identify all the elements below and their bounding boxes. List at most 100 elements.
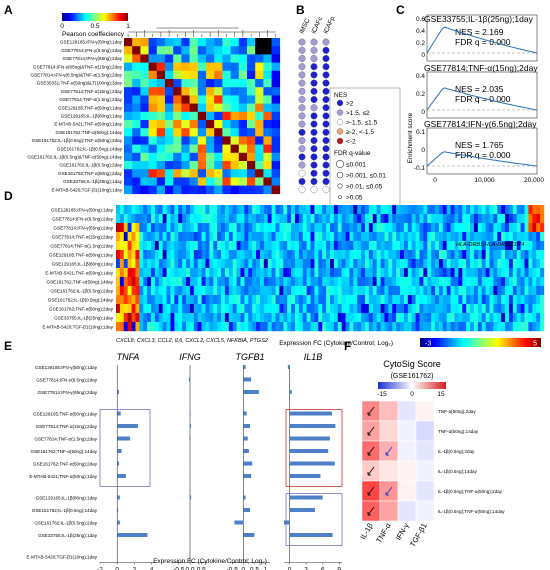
heatmap-cell — [462, 259, 467, 269]
heatmap-cell — [221, 295, 226, 305]
heatmap-cell — [333, 223, 338, 233]
heatmap-cell — [263, 277, 268, 287]
heatmap-cell — [528, 232, 533, 242]
heatmap-cell — [267, 223, 272, 233]
heatmap-cell — [181, 87, 190, 96]
heatmap-cell — [252, 250, 257, 260]
heatmap-cell — [318, 268, 323, 278]
heatmap-cell — [489, 322, 494, 332]
heatmap-cell — [330, 205, 335, 215]
heatmap-cell — [240, 286, 245, 296]
heatmap-cell — [291, 268, 296, 278]
heatmap-cell — [477, 259, 482, 269]
heatmap-cell — [431, 313, 436, 323]
heatmap-cell — [151, 223, 156, 233]
heatmap-cell — [337, 277, 342, 287]
heatmap-cell — [244, 268, 249, 278]
heatmap-cell — [349, 259, 354, 269]
heatmap-cell — [524, 250, 529, 260]
legend-swatch — [336, 137, 344, 145]
heatmap-cell — [294, 295, 300, 305]
heatmap-cell — [431, 241, 436, 251]
heatmap-cell — [403, 205, 409, 215]
heatmap-cell — [516, 259, 521, 269]
heatmap-cell — [357, 223, 362, 233]
heatmap-cell — [438, 223, 444, 233]
xtick: 0.5 — [197, 567, 206, 570]
legend-label: >0.05 — [346, 195, 363, 202]
heatmap-cell — [298, 259, 303, 269]
heatmap-cell — [450, 277, 455, 287]
heatmap-cell — [330, 223, 335, 233]
row-label: GSE129165;IFN-γ(50ng);1day — [35, 365, 98, 370]
ytick: 0 — [421, 109, 425, 116]
heatmap-cell — [442, 304, 447, 314]
heatmap-cell — [181, 152, 190, 162]
dot-mark — [310, 128, 318, 136]
heatmap-cell — [427, 205, 432, 215]
heatmap-cell — [259, 295, 265, 305]
heatmap-cell — [173, 54, 182, 63]
heatmap-cell — [170, 286, 175, 296]
heatmap-cell — [217, 295, 222, 305]
heatmap-cell — [489, 304, 494, 314]
heatmap-cell — [193, 205, 198, 215]
gene-bar-chart: TGFB1-0.5 0 0.5 1 — [227, 352, 270, 570]
heatmap-cell — [140, 46, 149, 55]
heatmap-cell — [485, 286, 490, 296]
heatmap-cell — [400, 223, 405, 233]
heatmap-cell — [516, 304, 521, 314]
heatmap-cell — [123, 250, 128, 260]
heatmap-cell — [252, 277, 257, 287]
heatmap-cell — [124, 136, 133, 145]
dot-mark — [310, 71, 318, 79]
heatmap-cell — [442, 322, 447, 332]
heatmap-cell — [516, 268, 521, 278]
heatmap-cell — [337, 241, 342, 251]
heatmap-cell — [330, 295, 335, 305]
heatmap-cell — [127, 304, 132, 314]
heatmap-cell — [372, 322, 377, 332]
heatmap-cell — [255, 177, 264, 186]
heatmap-cell — [349, 214, 354, 224]
heatmap-cell — [205, 268, 210, 278]
heatmap-cell — [256, 223, 261, 233]
heatmap-cell — [458, 304, 463, 314]
annotation-cxcl: CXCL8, CXCL3, CCL2, IL6, CXCL2, CXCL5, N… — [116, 338, 268, 344]
heatmap-cell — [298, 286, 303, 296]
heatmap-cell — [197, 268, 202, 278]
heatmap-cell — [248, 313, 253, 323]
heatmap-cell — [252, 205, 257, 215]
heatmap-cell — [462, 295, 467, 305]
heatmap-cell — [143, 268, 148, 278]
gene-bar-chart: TNFA-2 0 2 4 — [97, 352, 156, 570]
heatmap-cell — [238, 120, 248, 129]
heatmap-cell — [263, 169, 272, 178]
heatmap-cell — [392, 241, 397, 251]
arrow-down-icon — [385, 486, 393, 496]
heatmap-cell — [162, 223, 167, 233]
heatmap-cell — [419, 214, 424, 224]
heatmap-cell — [322, 259, 327, 269]
heatmap-cell — [388, 250, 393, 260]
heatmap-cell — [158, 304, 163, 314]
heatmap-cell — [326, 322, 331, 332]
heatmap-cell — [326, 232, 331, 242]
heatmap-cell — [419, 259, 424, 269]
xtick: 9 — [337, 567, 341, 570]
legend-box — [329, 87, 401, 213]
legend-label: >2 — [346, 101, 354, 108]
heatmap-cell — [236, 322, 241, 332]
heatmap-cell — [206, 144, 215, 154]
heatmap-cell — [140, 111, 149, 121]
heatmap-cell — [189, 322, 195, 332]
heatmap-cell — [442, 268, 447, 278]
bar-mark — [188, 377, 190, 382]
heatmap-cell — [162, 277, 167, 287]
heatmap-cell — [466, 268, 471, 278]
heatmap-cell — [505, 322, 510, 332]
heatmap-cell — [524, 295, 529, 305]
legend-label: >0.01, ≤0.05 — [346, 184, 383, 191]
heatmap-cell — [275, 259, 280, 269]
heatmap-cell — [330, 286, 335, 296]
